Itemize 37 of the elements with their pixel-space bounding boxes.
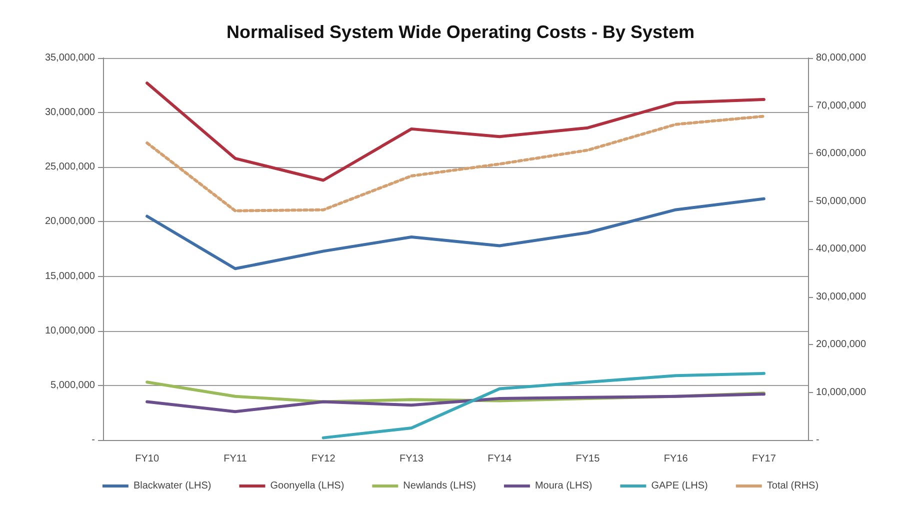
line-series: [146, 82, 766, 182]
y2-tick-label: -: [816, 434, 820, 446]
y2-tick-label: 50,000,000: [816, 196, 866, 207]
y-tick-label: 20,000,000: [44, 216, 96, 228]
x-tick-label: FY15: [576, 454, 600, 464]
y2-tick-label: 70,000,000: [816, 100, 866, 112]
legend-label: Moura (LHS): [534, 480, 592, 492]
x-tick-label: FY13: [399, 454, 424, 464]
chart-title: Normalised System Wide Operating Costs - By System: [226, 22, 694, 42]
x-tick-label: FY11: [224, 454, 248, 464]
y-tick-label: 25,000,000: [44, 162, 96, 173]
y-tick-label: 5,000,000: [50, 380, 96, 391]
legend-label: Newlands (LHS): [403, 480, 476, 492]
y-tick-label: -: [92, 434, 95, 446]
x-tick-label: FY12: [311, 454, 336, 464]
line-series: [146, 197, 766, 270]
legend-label: Goonyella (LHS): [270, 480, 344, 492]
line-series: [146, 392, 766, 414]
y-tick-label: 30,000,000: [44, 107, 96, 118]
y2-tick-label: 20,000,000: [816, 339, 866, 350]
x-tick-label: FY14: [488, 454, 512, 464]
y-tick-label: 10,000,000: [44, 325, 96, 336]
y2-tick-label: 40,000,000: [816, 244, 866, 254]
legend-label: Total (RHS): [766, 480, 819, 492]
line-series: [146, 114, 766, 212]
y2-tick-label: 30,000,000: [816, 291, 866, 302]
y2-tick-label: 80,000,000: [816, 52, 866, 64]
y-tick-label: 35,000,000: [44, 52, 96, 64]
line-series: [322, 372, 766, 440]
legend-label: Blackwater (LHS): [133, 480, 212, 492]
x-tick-label: FY16: [664, 454, 688, 464]
y-tick-label: 15,000,000: [44, 270, 96, 282]
y2-tick-label: 10,000,000: [816, 386, 866, 398]
x-tick-label: FY10: [135, 454, 160, 464]
y2-tick-label: 60,000,000: [816, 148, 866, 159]
x-tick-label: FY17: [752, 454, 776, 464]
legend-label: GAPE (LHS): [651, 480, 708, 492]
